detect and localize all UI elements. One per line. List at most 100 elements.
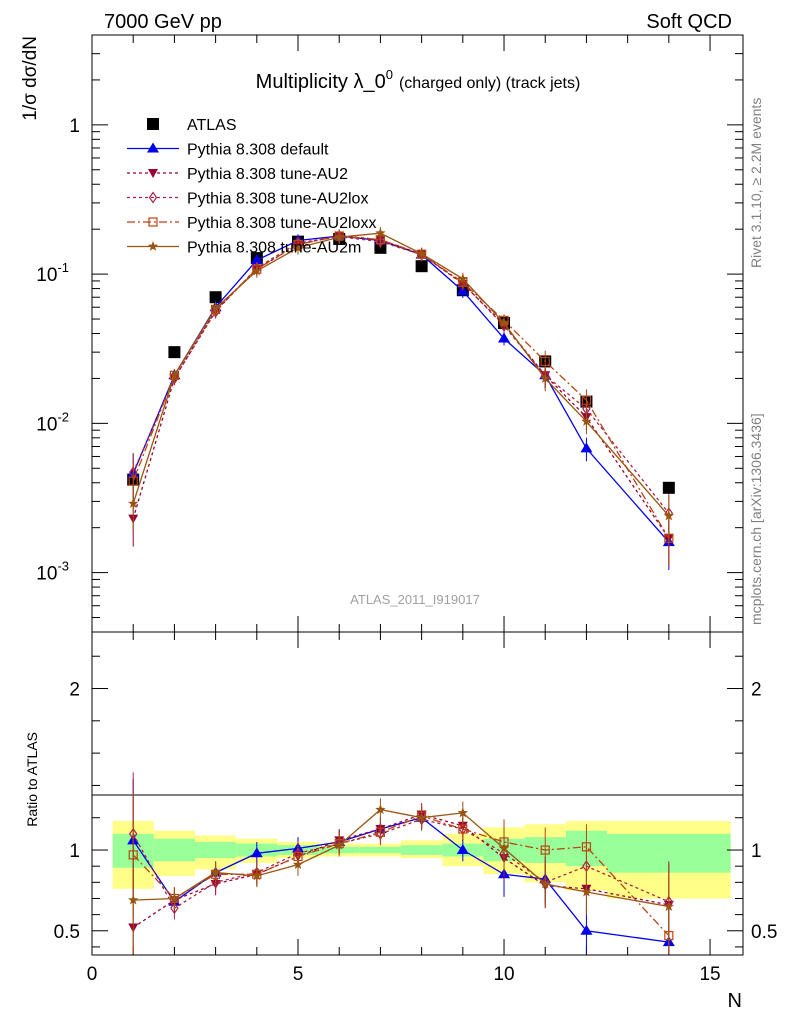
data-point [292,242,304,253]
ratio-band-inner [195,841,237,859]
ratio-panel: 0.5 0.5 1 1 2 2 0 5 10 15 Ratio to ATLAS N [24,631,777,1012]
ratio-point [540,845,550,855]
chart-title: Multiplicity λ_00 (charged only) (track j… [256,67,581,93]
legend-label: ATLAS [187,117,237,134]
data-point [415,260,428,273]
y-tick-label: 10-2 [36,409,69,435]
legend-entry-1: Pythia 8.308 default [127,142,329,159]
legend-entry-4: Pythia 8.308 tune-AU2loxx [127,215,376,232]
ratio-point [498,842,510,853]
ratio-point [456,844,469,855]
ratio-point [416,812,427,823]
data-point [334,231,345,242]
ratio-point [457,807,469,818]
ratio-band-inner [401,845,443,855]
ratio-y-tick-label-right: 0.5 [751,922,777,943]
ratio-point [458,824,468,834]
ratio-frame [91,631,744,956]
legend: ATLAS Pythia 8.308 default Pythia 8.308 tu… [127,117,376,257]
chart-title-suffix: (charged only) (track jets) [399,75,580,92]
data-point [663,510,675,521]
header-category: Soft QCD [646,11,732,33]
x-tick-label: 10 [493,964,514,985]
data-point [128,498,139,508]
mcplots-label: mcplots.cern.ch [arXiv:1306.3436] [748,413,764,625]
ratio-point [210,867,221,878]
data-point [498,317,510,328]
series-3 [128,230,674,542]
main-panel: 10-3 10-2 10-1 1 Multiplicity λ_00 (charged … [20,34,744,633]
legend-marker [147,241,159,251]
series-line [132,232,670,517]
ratio-point [250,847,263,858]
header-energy: 7000 GeV pp [104,11,222,33]
main-series-layer [127,227,675,571]
data-point [416,248,427,259]
data-point [581,395,592,405]
ratio-y-tick-label-left: 1 [69,841,80,862]
legend-entry-2: Pythia 8.308 tune-AU2 [127,166,348,183]
ratio-point [375,827,386,837]
ratio-y-tick-label-left: 2 [69,680,80,701]
series-5 [128,227,675,544]
data-point [250,254,263,265]
y-tick-label: 1 [69,116,80,137]
x-tick-label: 15 [699,964,720,985]
y-tick-label: 10-1 [36,260,69,286]
data-point [169,369,180,380]
ratio-point [580,924,593,935]
data-point [662,481,675,494]
ratio-series-layer [127,772,675,955]
ratio-point [581,886,592,897]
legend-entry-5: Pythia 8.308 tune-AU2m [127,240,361,257]
legend-entry-3: Pythia 8.308 tune-AU2lox [127,191,368,208]
ratio-point [170,902,179,915]
main-y-axis-label: 1/σ dσ/dN [20,36,41,121]
ratio-band-inner [359,846,402,854]
data-point [498,332,511,343]
ratio-point [251,870,262,881]
legend-label: Pythia 8.308 tune-AU2 [187,166,348,183]
ratio-uncertainty-bands [112,820,731,899]
legend-label: Pythia 8.308 tune-AU2loxx [187,215,376,232]
legend-marker [148,169,158,178]
legend-marker [147,118,159,130]
legend-label: Pythia 8.308 default [187,142,329,159]
rivet-version-label: Rivet 3.1.10, ≥ 2.2M events [748,98,764,268]
ratio-point [581,842,592,852]
ratio-point [211,876,220,889]
legend-label: Pythia 8.308 tune-AU2lox [187,191,368,208]
ratio-point [169,893,180,903]
ratio-axis-ticks: 0.5 0.5 1 1 2 2 0 5 10 15 [54,632,777,985]
data-point [376,235,385,248]
series-line [132,234,670,539]
data-point [375,227,386,238]
legend-marker [147,142,159,153]
x-axis-label: N [728,990,742,1012]
main-axis-ticks: 10-3 10-2 10-1 1 [36,34,743,633]
ratio-point [663,901,675,911]
ratio-point [375,804,386,815]
chart-title-sup: 0 [386,67,393,82]
ratio-band-inner [153,838,196,862]
y-tick-label: 10-3 [36,559,69,585]
ratio-point [128,894,139,905]
data-point [209,291,222,304]
data-point [168,346,181,359]
data-point [581,415,592,426]
ratio-y-axis-label: Ratio to ATLAS [24,732,40,827]
legend-label: Pythia 8.308 tune-AU2m [187,240,361,257]
series-line [132,235,670,543]
data-point [540,372,551,383]
ratio-y-tick-label-right: 1 [751,841,762,862]
data-point [210,302,221,313]
data-point [251,265,262,276]
ratio-point [292,859,304,869]
series-line [132,235,670,539]
x-tick-label: 0 [87,964,98,985]
data-point [457,273,469,284]
chart-title-main: Multiplicity λ_0 [256,71,386,93]
ratio-series-4 [128,798,675,955]
series-1 [127,229,675,571]
ratio-y-tick-label-right: 2 [751,680,762,701]
